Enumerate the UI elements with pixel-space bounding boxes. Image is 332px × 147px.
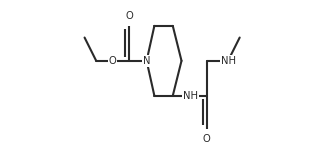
Text: N: N [143, 56, 150, 66]
Text: NH: NH [220, 56, 235, 66]
Text: O: O [203, 133, 210, 143]
Text: O: O [125, 11, 133, 21]
Text: NH: NH [183, 91, 198, 101]
Text: O: O [109, 56, 117, 66]
